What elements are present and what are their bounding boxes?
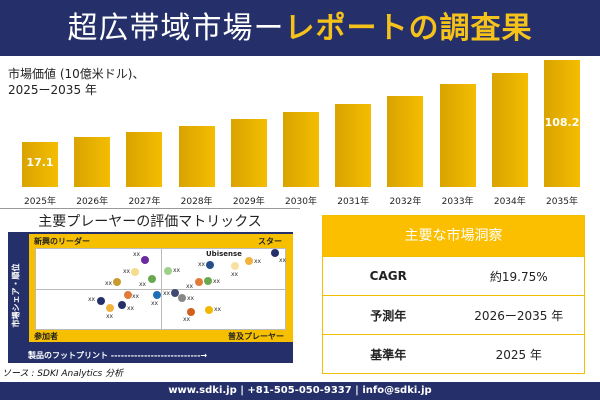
matrix-plot <box>35 248 286 330</box>
player-point <box>187 308 195 316</box>
insight-key: 予測年 <box>370 308 407 323</box>
header-banner: 超広帯域市場ーレポートの調査果 <box>0 0 600 56</box>
player-point <box>124 291 132 299</box>
insight-key: CAGR <box>369 269 407 283</box>
insight-value: 2026ー2035 年 <box>474 308 564 323</box>
player-label: xx <box>151 300 159 307</box>
player-point <box>245 257 253 265</box>
player-label: xx <box>214 306 222 313</box>
player-label: xx <box>183 316 191 323</box>
player-point <box>205 306 213 314</box>
player-point <box>171 289 179 297</box>
player-label: xx <box>186 283 194 290</box>
player-point <box>271 249 279 257</box>
data-label: 108.2 <box>544 116 580 129</box>
player-label: xx <box>279 257 287 264</box>
player-point <box>106 304 114 312</box>
player-label: xx <box>187 295 195 302</box>
insight-row: CAGR 約19.75% <box>323 256 584 295</box>
x-tick-label: 2032年 <box>389 197 422 207</box>
player-point <box>206 261 214 269</box>
bar <box>387 96 424 187</box>
title-main: 超広帯域市場 <box>67 11 254 46</box>
matrix-title: 主要プレーヤーの評価マトリックス <box>38 214 262 230</box>
insight-row: 予測年 2026ー2035 年 <box>323 295 584 334</box>
x-tick-label: 2028年 <box>180 197 213 207</box>
player-label: xx <box>198 261 206 268</box>
quadrant-participants: 参加者 <box>34 332 58 341</box>
player-point <box>231 262 239 270</box>
insight-value: 2025 年 <box>495 347 542 362</box>
y-axis-label: 市場シェア・順位 <box>11 263 21 328</box>
bar <box>283 112 319 187</box>
matrix-horizontal-divider <box>36 289 285 290</box>
x-tick-label: 2031年 <box>337 197 370 207</box>
player-point <box>178 294 186 302</box>
bar <box>230 119 267 187</box>
player-point <box>164 267 172 275</box>
player-label: xx <box>231 271 239 278</box>
chart-title: 市場価値 (10億米ドル)、 2025ー2035 年 <box>8 66 144 98</box>
x-tick-label: 2029年 <box>232 197 265 207</box>
player-point <box>204 277 212 285</box>
quadrant-emerging-leaders: 新興のリーダー <box>34 237 90 246</box>
insight-row: 基準年 2025 年 <box>323 334 584 373</box>
x-tick-label: 2035年 <box>546 197 578 207</box>
quadrant-stars: スター <box>258 237 282 246</box>
player-point <box>97 297 105 305</box>
x-tick-label: 2030年 <box>285 197 317 207</box>
title-accent: レポートの調査果 <box>284 11 533 46</box>
player-label: xx <box>213 278 221 285</box>
bar <box>335 104 372 187</box>
x-tick-label: 2025年 <box>24 197 56 207</box>
player-label: xx <box>123 268 131 275</box>
player-label: xx <box>106 313 114 320</box>
x-tick-label: 2033年 <box>441 197 474 207</box>
player-point <box>148 275 156 283</box>
player-label: xx <box>139 281 147 288</box>
title-dash: ー <box>253 11 285 46</box>
player-point <box>195 278 203 286</box>
bar <box>439 84 476 187</box>
bar <box>178 125 215 187</box>
player-label: xx <box>254 258 262 265</box>
player-label: xx <box>133 251 141 258</box>
quadrant-pervasive-players: 普及プレーヤー <box>228 332 284 341</box>
player-label: xx <box>132 293 140 300</box>
data-label: 17.1 <box>26 156 54 169</box>
bar <box>74 136 111 187</box>
bar <box>491 73 528 187</box>
chart-title-line2: 2025ー2035 年 <box>8 83 97 97</box>
x-tick-label: 2027年 <box>128 197 161 207</box>
x-axis-label: 製品のフットプリント ---------------------------→ <box>28 351 208 360</box>
bar <box>126 132 163 187</box>
insight-value: 約19.75% <box>489 269 548 284</box>
player-point <box>131 268 139 276</box>
player-point <box>113 278 121 286</box>
player-label: xx <box>173 267 181 274</box>
player-label: xx <box>105 280 113 287</box>
player-label: xx <box>127 305 135 312</box>
player-point <box>141 256 149 264</box>
bar <box>544 60 580 187</box>
bar <box>22 142 58 187</box>
divider <box>0 208 300 209</box>
player-label: xx <box>163 290 171 297</box>
insights-title: 主要な市場洞察 <box>323 216 584 256</box>
x-tick-label: 2026年 <box>76 197 109 207</box>
insight-key: 基準年 <box>370 347 407 362</box>
player-point <box>153 291 161 299</box>
source-note: ソース : SDKI Analytics 分析 <box>2 369 124 379</box>
footer-contact: www.sdki.jp | +81-505-050-9337 | info@sd… <box>0 382 600 400</box>
highlight-label: Ubisense <box>206 250 242 258</box>
player-point <box>118 301 126 309</box>
chart-title-line1: 市場価値 (10億米ドル)、 <box>8 67 145 81</box>
player-label: xx <box>88 296 96 303</box>
insights-table: 主要な市場洞察 CAGR 約19.75% 予測年 2026ー2035 年 基準年 20… <box>322 215 585 374</box>
x-tick-label: 2034年 <box>493 197 526 207</box>
